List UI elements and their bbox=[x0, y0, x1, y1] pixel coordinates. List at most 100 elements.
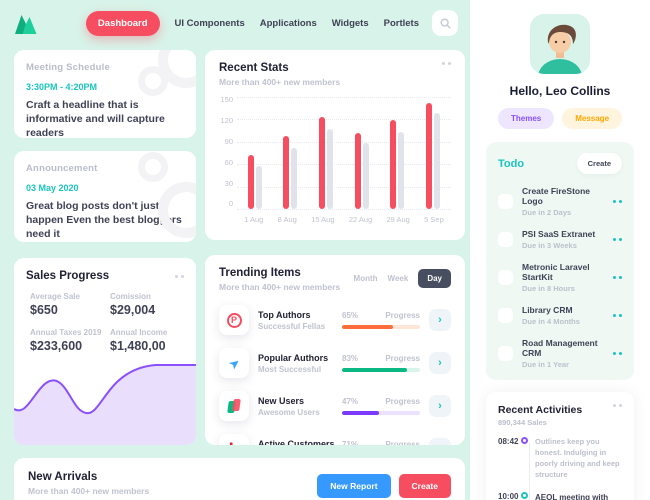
trending-desc: Successful Fellas bbox=[258, 321, 326, 331]
todo-item-menu-dots-icon[interactable] bbox=[613, 352, 622, 355]
search-button[interactable] bbox=[432, 10, 458, 36]
tab-week[interactable]: Week bbox=[387, 274, 409, 283]
nav-item-widgets[interactable]: Widgets bbox=[331, 17, 369, 29]
y-tick-label: 0 bbox=[228, 199, 233, 209]
progress-track bbox=[342, 325, 420, 329]
x-axis-labels: 1 Aug 8 Aug 15 Aug 22 Aug 29 Aug 5 Sep bbox=[237, 215, 451, 224]
bar-group bbox=[354, 97, 369, 209]
bar bbox=[398, 132, 405, 209]
row-arrow-button[interactable]: › bbox=[429, 352, 451, 374]
activity-text: AEOL meeting with bbox=[535, 492, 609, 500]
activity-row: 10:00 AEOL meeting with bbox=[498, 491, 622, 500]
row-arrow-button[interactable]: › bbox=[429, 438, 451, 445]
todo-item-menu-dots-icon[interactable] bbox=[613, 276, 622, 279]
row-arrow-button[interactable]: › bbox=[429, 309, 451, 331]
bar-chart: 150 120 90 60 30 0 bbox=[219, 96, 451, 210]
y-axis-labels: 150 120 90 60 30 0 bbox=[219, 96, 237, 209]
todo-item-due: Due in 8 Hours bbox=[522, 284, 575, 293]
trending-row-new-users: New Users Awesome Users 47% Progress › bbox=[219, 391, 451, 421]
stat-annual-taxes: Annual Taxes 2019 $233,600 bbox=[30, 328, 104, 353]
nav-item-ui-components[interactable]: UI Components bbox=[174, 17, 245, 29]
activities-subtitle: 890,344 Sales bbox=[498, 418, 547, 427]
bar-group bbox=[247, 97, 262, 209]
message-button[interactable]: Message bbox=[562, 108, 623, 129]
todo-checkbox[interactable] bbox=[498, 308, 513, 323]
create-button[interactable]: Create bbox=[398, 474, 451, 498]
sales-progress-title: Sales Progress bbox=[26, 270, 110, 282]
activity-time: 08:42 bbox=[498, 437, 519, 446]
bar-group bbox=[426, 97, 441, 209]
recent-stats-title: Recent Stats bbox=[219, 62, 289, 74]
bar bbox=[390, 120, 397, 209]
todo-item: Metronic Laravel StartKit Due in 8 Hours bbox=[498, 262, 622, 293]
gridline bbox=[237, 97, 451, 98]
nav-item-dashboard[interactable]: Dashboard bbox=[85, 10, 160, 36]
todo-item-title: Library CRM bbox=[522, 305, 573, 315]
nav-item-applications[interactable]: Applications bbox=[259, 17, 317, 29]
y-tick-label: 120 bbox=[220, 115, 233, 125]
progress-label: Progress bbox=[385, 311, 420, 320]
gridline bbox=[237, 164, 451, 166]
todo-item-menu-dots-icon[interactable] bbox=[613, 238, 622, 241]
chevron-right-icon: › bbox=[438, 443, 442, 445]
row-arrow-button[interactable]: › bbox=[429, 395, 451, 417]
todo-checkbox[interactable] bbox=[498, 346, 513, 361]
top-nav: Dashboard UI Components Applications Wid… bbox=[0, 0, 470, 46]
stats-menu-dots-icon[interactable] bbox=[442, 62, 451, 65]
progress-fill bbox=[342, 411, 379, 415]
activities-menu-dots-icon[interactable] bbox=[613, 404, 622, 407]
bar bbox=[291, 147, 298, 209]
x-tick-label: 8 Aug bbox=[277, 215, 297, 224]
activities-title: Recent Activities bbox=[498, 404, 583, 416]
right-sidebar: Hello, Leo Collins Themes Message Todo C… bbox=[470, 0, 650, 500]
trending-items-card: Trending Items More than 400+ new member… bbox=[205, 255, 465, 445]
stat-value: $1,480,00 bbox=[110, 339, 166, 353]
todo-checkbox[interactable] bbox=[498, 194, 513, 209]
greeting-text: Hello, Leo Collins bbox=[509, 84, 611, 98]
progress-percent: 47% bbox=[342, 397, 359, 406]
timeline-line bbox=[529, 443, 530, 500]
telegram-icon: ➤ bbox=[219, 348, 249, 378]
todo-item-menu-dots-icon[interactable] bbox=[613, 200, 622, 203]
nav-item-portlets[interactable]: Portlets bbox=[383, 17, 419, 29]
trending-name: Top Authors bbox=[258, 309, 311, 320]
todo-checkbox[interactable] bbox=[498, 232, 513, 247]
todo-item-menu-dots-icon[interactable] bbox=[613, 314, 622, 317]
chart-plot-area bbox=[237, 97, 451, 210]
bars-area bbox=[237, 97, 451, 209]
trending-subtitle: More than 400+ new members bbox=[219, 282, 341, 292]
bar bbox=[255, 166, 262, 209]
todo-item-due: Due in 2 Days bbox=[522, 208, 572, 217]
app-logo-icon bbox=[15, 14, 37, 34]
todo-item-title: Create FireStone Logo bbox=[522, 186, 591, 206]
todo-checkbox[interactable] bbox=[498, 270, 513, 285]
todo-create-button[interactable]: Create bbox=[576, 153, 622, 174]
glitch-icon bbox=[219, 391, 249, 421]
meeting-text: Craft a headline that is informative and… bbox=[26, 99, 165, 138]
stat-label: Average Sale bbox=[30, 292, 80, 301]
tab-day[interactable]: Day bbox=[418, 269, 451, 288]
progress-label: Progress bbox=[385, 397, 420, 406]
stat-average-sale: Average Sale $650 bbox=[30, 292, 104, 317]
sales-progress-card: Sales Progress Average Sale $650 Comissi… bbox=[14, 258, 196, 445]
recent-stats-subtitle: More than 400+ new members bbox=[219, 77, 341, 87]
bar bbox=[434, 113, 441, 209]
beats-icon: b bbox=[219, 434, 249, 445]
new-report-button[interactable]: New Report bbox=[317, 474, 391, 498]
sales-menu-dots-icon[interactable] bbox=[175, 274, 184, 278]
tab-month[interactable]: Month bbox=[353, 274, 378, 283]
y-tick-label: 60 bbox=[224, 157, 233, 167]
todo-item-due: Due in 4 Months bbox=[522, 317, 580, 326]
todo-item: Library CRM Due in 4 Months bbox=[498, 305, 622, 326]
progress-track bbox=[342, 411, 420, 415]
progress-label: Progress bbox=[385, 354, 420, 363]
announcement-text: Great blog posts don't just happen Even … bbox=[26, 200, 182, 241]
bar bbox=[426, 102, 433, 209]
themes-button[interactable]: Themes bbox=[497, 108, 555, 129]
activities-timeline: 08:42 Outlines keep you honest. Indulgin… bbox=[498, 437, 622, 500]
sales-wave-chart bbox=[14, 364, 196, 445]
todo-item: PSI SaaS Extranet Due in 3 Weeks bbox=[498, 229, 622, 250]
x-tick-label: 29 Aug bbox=[386, 215, 410, 224]
producthunt-icon: P bbox=[219, 305, 249, 335]
activity-time: 10:00 bbox=[498, 491, 519, 500]
